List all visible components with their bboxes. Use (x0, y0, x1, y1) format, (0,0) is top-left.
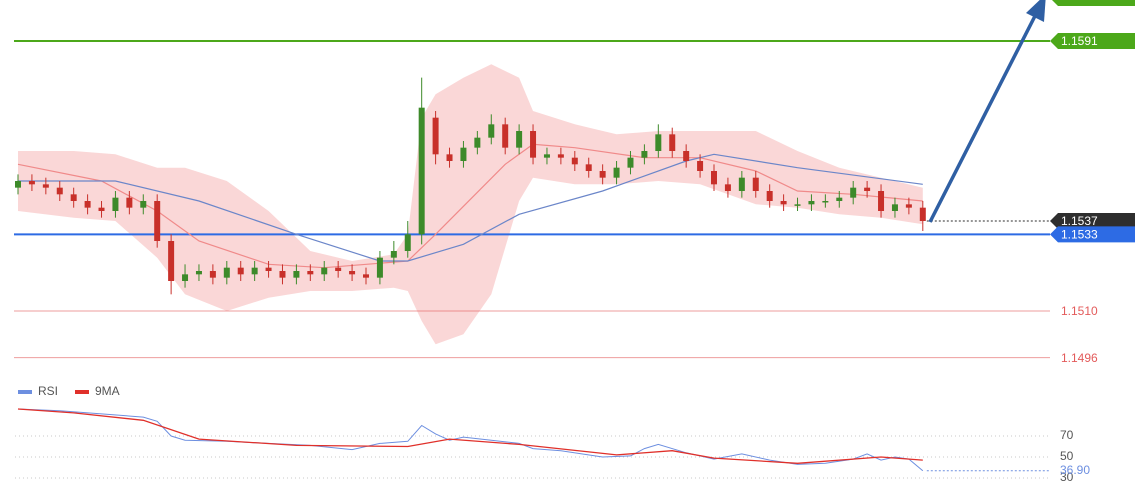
moving-average (18, 153, 923, 262)
candle-body (446, 154, 453, 161)
candle-body (613, 167, 620, 178)
candle-body (836, 197, 843, 201)
candle-body (697, 161, 704, 171)
candle-body (571, 157, 578, 165)
candle-body (919, 207, 926, 221)
candle-body (279, 271, 286, 278)
candle-body (376, 257, 383, 278)
candle-body (557, 154, 564, 158)
level-label: 1.1537 (1061, 214, 1098, 228)
candle-body (627, 157, 634, 168)
candle-body (655, 134, 662, 151)
candle-body (307, 271, 314, 275)
legend-label: 9MA (95, 384, 120, 398)
y-tick-label: 50 (1060, 449, 1074, 463)
candle-body (794, 204, 801, 206)
candle-body (42, 184, 49, 188)
candle-body (56, 187, 63, 195)
candle-body (474, 137, 481, 148)
candle-body (251, 267, 258, 275)
candle-body (905, 204, 912, 208)
candle-body (70, 194, 77, 201)
candle-body (891, 204, 898, 211)
level-box (1050, 213, 1135, 229)
candle-body (683, 151, 690, 161)
candle-body (488, 124, 495, 138)
candle-body (418, 107, 425, 235)
candle-body (195, 271, 202, 275)
candle-body (84, 201, 91, 208)
candle-body (585, 164, 592, 171)
candle-body (363, 274, 369, 278)
candle-body (808, 201, 815, 205)
level-box (1050, 226, 1135, 243)
candle-body (140, 201, 147, 208)
candle-body (822, 201, 829, 203)
candle-body (390, 251, 397, 258)
candle-body (293, 271, 300, 278)
arrow-head (1026, 0, 1046, 22)
candle-body (28, 181, 35, 185)
candle-body (223, 267, 230, 278)
candle-body (182, 274, 189, 281)
candle-body (154, 201, 161, 241)
candle-body (321, 267, 328, 275)
candle-body (669, 134, 676, 151)
level-box (1050, 33, 1135, 49)
candle-body (766, 191, 773, 201)
candle-body (850, 187, 857, 198)
value-label: 36.90 (1060, 463, 1090, 477)
candle-body (530, 131, 537, 158)
candle-body (711, 171, 717, 185)
candle-body (126, 197, 133, 208)
level-label: 1.1533 (1061, 228, 1098, 242)
candle-body (738, 177, 745, 191)
level-label: 1.1496 (1061, 351, 1098, 365)
candle-body (724, 184, 731, 191)
candle-body (460, 147, 467, 161)
level-label: 1.1510 (1061, 304, 1098, 318)
candle-body (335, 267, 342, 271)
y-tick-label: 70 (1060, 428, 1074, 442)
candle-body (502, 124, 509, 148)
candle-body (15, 181, 21, 188)
candle-body (209, 271, 216, 278)
series-line (17, 408, 923, 464)
candle-body (543, 154, 550, 158)
target-box (1052, 0, 1135, 6)
candle-body (752, 177, 759, 191)
arrow-shaft (928, 13, 1038, 223)
candle-body (237, 267, 244, 275)
candle-body (599, 171, 606, 178)
candle-body (265, 267, 272, 271)
rsi-panel: 70 50 30 RSI 36.90 9MA (15, 384, 1090, 484)
candle-body (878, 191, 885, 211)
candle-body (432, 117, 439, 155)
candle-body (404, 234, 411, 251)
candle-body (641, 151, 648, 158)
level-label: 1.1591 (1061, 34, 1098, 48)
candle-body (864, 187, 871, 191)
legend-label: RSI (38, 384, 58, 398)
moving-average (17, 143, 923, 269)
candle-body (780, 201, 787, 205)
candle-body (516, 131, 523, 148)
y-tick-label: 30 (1060, 470, 1074, 484)
bollinger-band (18, 64, 923, 345)
candle-body (168, 241, 175, 281)
series-line (17, 408, 924, 472)
candle-body (98, 207, 105, 211)
candle-body (112, 197, 119, 211)
projection-arrow (928, 0, 1135, 223)
candle-body (349, 271, 356, 275)
